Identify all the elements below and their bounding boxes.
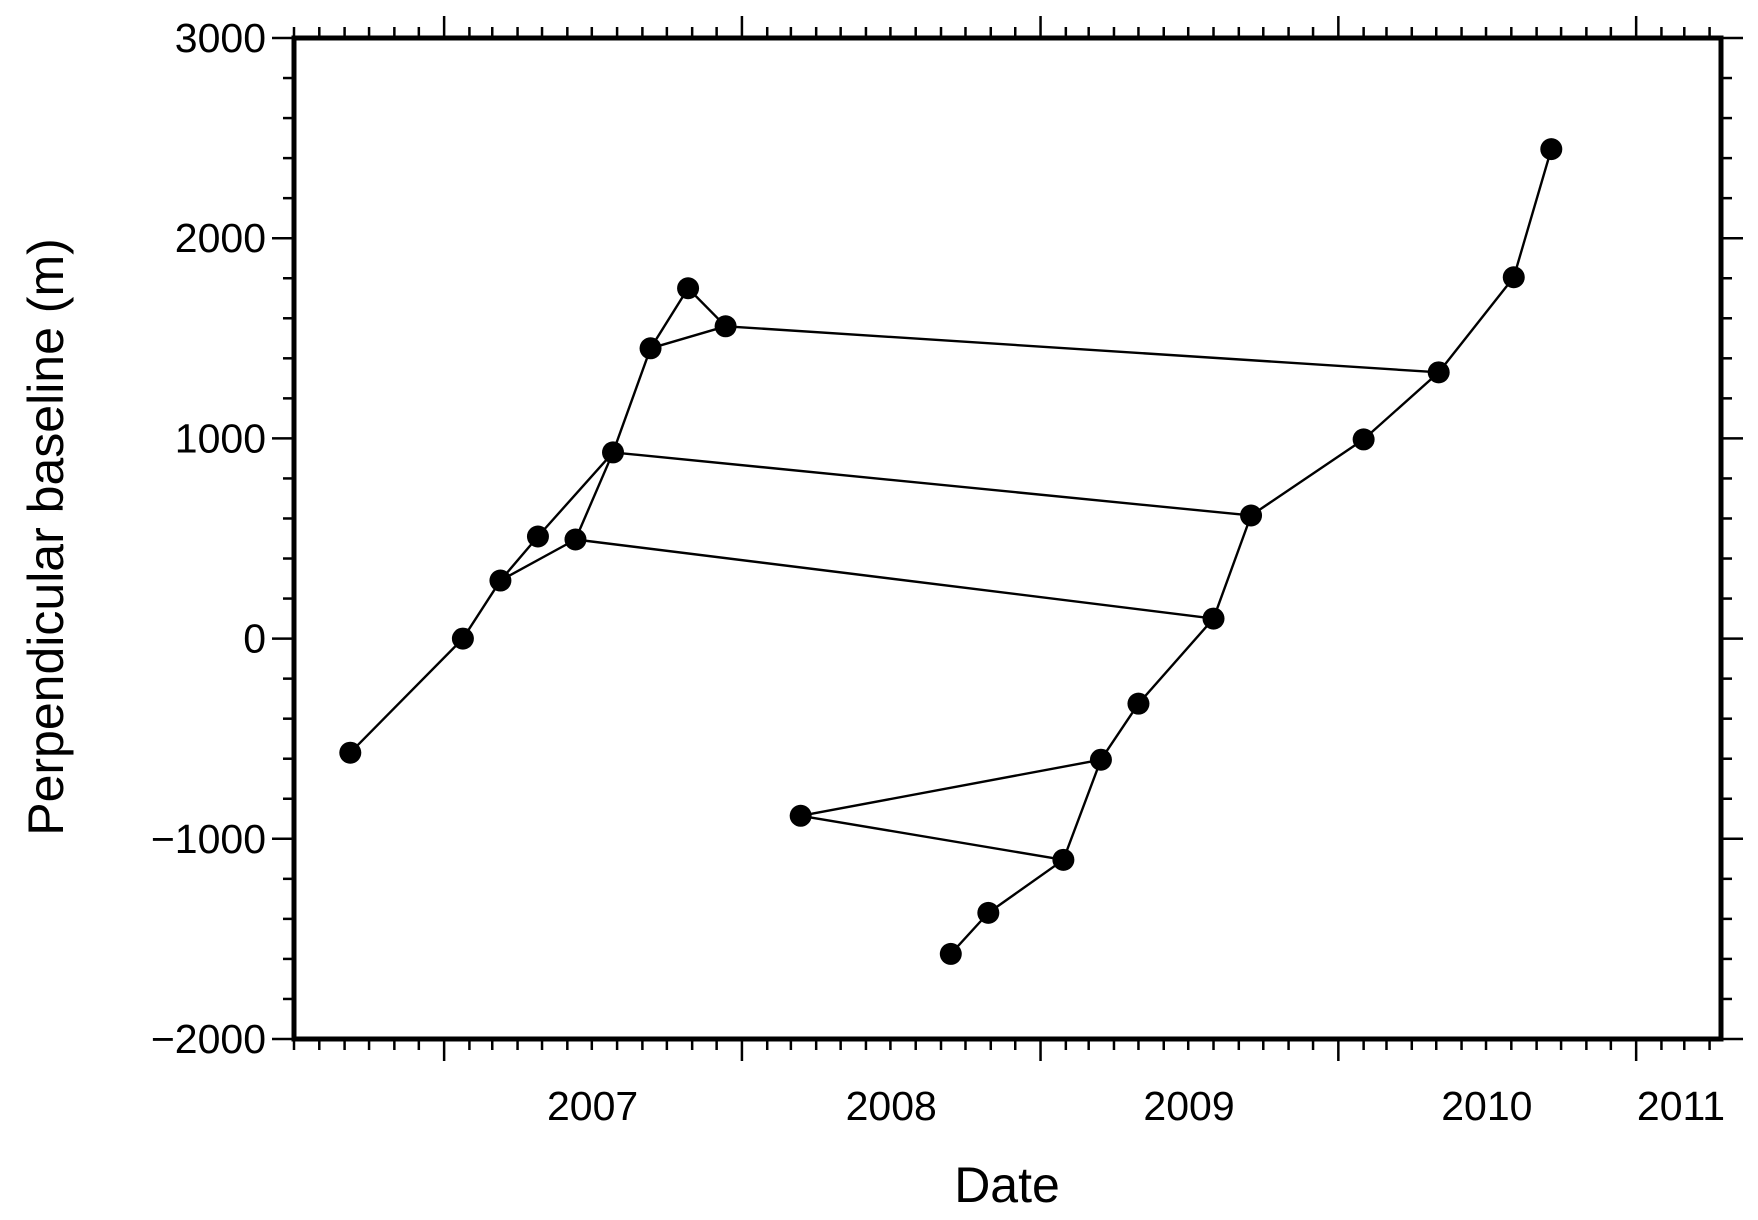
baseline-connection xyxy=(349,637,464,754)
y-tick-label: −1000 xyxy=(151,816,266,862)
acquisition-point xyxy=(677,277,700,300)
acquisition-point xyxy=(1427,361,1450,384)
baseline-connection xyxy=(611,347,652,453)
baseline-connection xyxy=(649,287,690,349)
baseline-connection xyxy=(800,814,1064,862)
acquisition-point xyxy=(451,627,474,650)
baseline-connection xyxy=(537,451,614,538)
acquisition-point xyxy=(1352,428,1375,451)
y-axis-label: Perpendicular baseline (m) xyxy=(18,238,74,836)
x-tick-labels: 2007 2008 2009 2010 2011 xyxy=(547,1083,1725,1129)
baseline-connection xyxy=(574,451,615,540)
acquisition-point xyxy=(489,569,512,592)
baseline-connection xyxy=(725,325,1439,374)
baseline-connection xyxy=(1062,759,1103,861)
acquisition-point xyxy=(1240,504,1263,527)
baseline-connection xyxy=(1250,438,1365,517)
acquisition-point xyxy=(1052,848,1075,871)
baseline-connection xyxy=(1437,276,1515,374)
acquisition-point xyxy=(977,901,1000,924)
x-tick-label: 2011 xyxy=(1637,1083,1725,1129)
baseline-connections xyxy=(349,148,1553,955)
baseline-connection xyxy=(499,538,577,582)
y-tick-labels: 3000 2000 1000 0 −2000 −1000 xyxy=(151,15,266,1062)
acquisition-point xyxy=(1540,138,1563,161)
y-tick-label: −2000 xyxy=(151,1016,266,1062)
acquisition-point xyxy=(1202,607,1225,630)
acquisition-point xyxy=(602,441,625,464)
y-tick-label: 1000 xyxy=(175,415,266,461)
baseline-connection xyxy=(800,758,1102,817)
baseline-connection xyxy=(612,451,1252,517)
baseline-connection xyxy=(1099,702,1140,761)
acquisition-point xyxy=(1089,748,1112,771)
baseline-connection xyxy=(987,858,1065,914)
acquisition-point xyxy=(1502,266,1525,289)
baseline-connection xyxy=(1137,617,1215,705)
plot-frame-border xyxy=(291,35,1724,1042)
y-tick-label: 2000 xyxy=(175,215,266,261)
baseline-connection xyxy=(1512,148,1553,278)
y-tick-label: 3000 xyxy=(175,15,266,61)
baseline-connection xyxy=(575,538,1214,620)
baseline-connection xyxy=(1362,371,1440,441)
acquisition-point xyxy=(339,741,362,764)
major-ticks xyxy=(272,16,1743,1061)
acquisition-point xyxy=(714,315,737,338)
acquisition-points xyxy=(339,138,1563,965)
x-tick-label: 2009 xyxy=(1143,1083,1234,1129)
baseline-connection xyxy=(650,325,726,350)
baseline-connection xyxy=(1212,515,1253,619)
acquisition-point xyxy=(939,942,962,965)
acquisition-point xyxy=(789,804,812,827)
x-tick-label: 2008 xyxy=(846,1083,937,1129)
plot-frame xyxy=(291,35,1724,1042)
acquisition-point xyxy=(526,525,549,548)
x-tick-label: 2010 xyxy=(1441,1083,1532,1129)
acquisition-point xyxy=(564,528,587,551)
minor-ticks xyxy=(283,27,1732,1050)
x-axis-label: Date xyxy=(954,1157,1060,1213)
baseline-connection xyxy=(461,579,502,640)
x-tick-label: 2007 xyxy=(547,1083,638,1129)
y-tick-label: 0 xyxy=(243,616,266,662)
acquisition-point xyxy=(639,337,662,360)
acquisition-point xyxy=(1127,692,1150,715)
